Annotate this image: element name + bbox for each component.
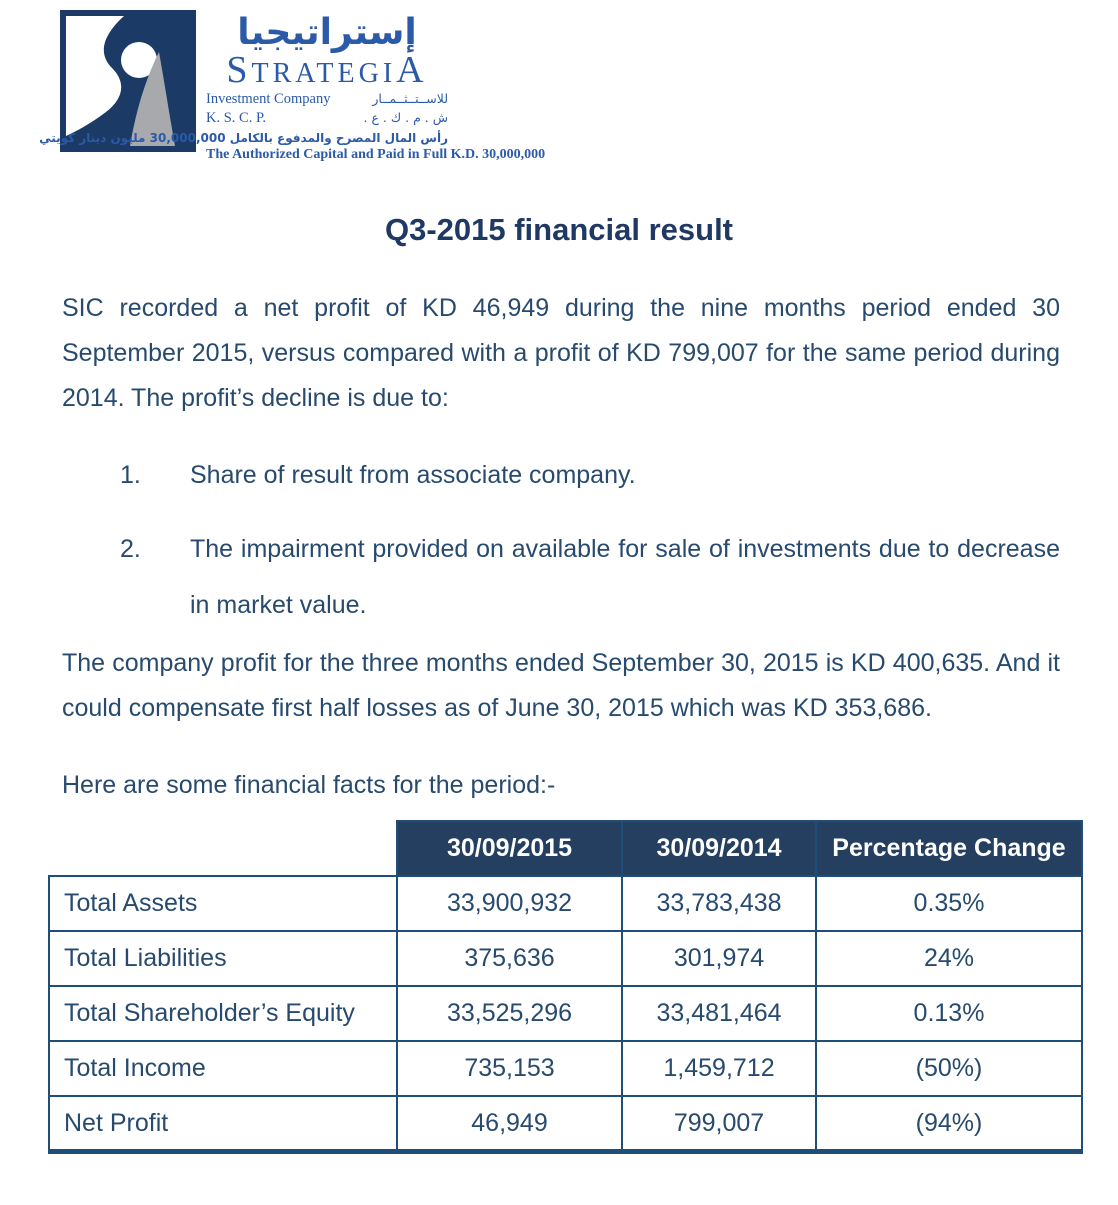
table-row: Total Liabilities 375,636 301,974 24% <box>48 930 1083 988</box>
logo-latin-wordmark: STRATEGIA <box>206 51 448 89</box>
company-logo: إستراتيجيا STRATEGIA Investment Company … <box>0 0 1118 163</box>
table-header-percentage-change: Percentage Change <box>815 820 1083 878</box>
wordmark-last-letter: A <box>396 49 428 92</box>
value-2015: 375,636 <box>396 930 623 988</box>
row-label: Total Shareholder’s Equity <box>48 985 398 1043</box>
paragraph-facts-intro: Here are some financial facts for the pe… <box>62 771 556 800</box>
value-2015: 735,153 <box>396 1040 623 1098</box>
value-change: 0.13% <box>815 985 1083 1043</box>
kscp-arabic: ش . م . ك . ع . <box>363 110 448 126</box>
strategia-logo-icon <box>60 10 196 152</box>
table-row: Net Profit 46,949 799,007 (94%) <box>48 1095 1083 1153</box>
value-2014: 33,783,438 <box>621 875 817 933</box>
logo-text-block: إستراتيجيا STRATEGIA Investment Company … <box>39 10 546 163</box>
value-2014: 33,481,464 <box>621 985 817 1043</box>
table-header-empty <box>49 821 397 877</box>
value-2015: 33,900,932 <box>396 875 623 933</box>
table-row: Total Assets 33,900,932 33,783,438 0.35% <box>48 875 1083 933</box>
value-2015: 46,949 <box>396 1095 623 1153</box>
list-item: 2. The impairment provided on available … <box>120 521 1060 633</box>
value-change: 0.35% <box>815 875 1083 933</box>
wordmark-first-letter: S <box>226 49 252 92</box>
value-2014: 1,459,712 <box>621 1040 817 1098</box>
table-header-2015: 30/09/2015 <box>396 820 623 878</box>
value-2014: 301,974 <box>621 930 817 988</box>
row-label: Net Profit <box>48 1095 398 1153</box>
list-item-text: The impairment provided on available for… <box>190 535 1060 620</box>
investment-company-arabic: للاســتــثــمــار <box>372 91 448 107</box>
value-2014: 799,007 <box>621 1095 817 1153</box>
value-change: (50%) <box>815 1040 1083 1098</box>
kscp-label: K. S. C. P. <box>206 110 267 127</box>
logo-line-investment-company: Investment Company للاســتــثــمــار <box>206 90 448 108</box>
paragraph-intro: SIC recorded a net profit of KD 46,949 d… <box>62 294 1060 413</box>
financial-facts-table: 30/09/2015 30/09/2014 Percentage Change … <box>48 820 1083 1154</box>
logo-arabic-wordmark: إستراتيجيا <box>237 12 417 53</box>
reasons-list: 1. Share of result from associate compan… <box>120 453 1060 633</box>
value-2015: 33,525,296 <box>396 985 623 1043</box>
value-change: 24% <box>815 930 1083 988</box>
row-label: Total Liabilities <box>48 930 398 988</box>
value-change: (94%) <box>815 1095 1083 1153</box>
wordmark-mid-letters: TRATEGI <box>251 58 397 90</box>
list-item-number: 2. <box>120 535 141 564</box>
list-item: 1. Share of result from associate compan… <box>120 453 1060 498</box>
investment-company-label: Investment Company <box>206 91 331 108</box>
capital-statement-arabic: رأس المال المصرح والمدفوع بالكامل 30,000… <box>39 131 448 146</box>
capital-statement-english: The Authorized Capital and Paid in Full … <box>206 147 546 163</box>
logo-line-kscp: K. S. C. P. ش . م . ك . ع . <box>206 109 448 127</box>
table-header-2014: 30/09/2014 <box>621 820 817 878</box>
list-item-number: 1. <box>120 461 141 490</box>
page-title: Q3-2015 financial result <box>384 212 734 248</box>
table-row: Total Income 735,153 1,459,712 (50%) <box>48 1040 1083 1098</box>
row-label: Total Income <box>48 1040 398 1098</box>
paragraph-quarter-profit: The company profit for the three months … <box>62 649 1060 723</box>
table-row: Total Shareholder’s Equity 33,525,296 33… <box>48 985 1083 1043</box>
list-item-text: Share of result from associate company. <box>190 461 636 490</box>
table-header-row: 30/09/2015 30/09/2014 Percentage Change <box>49 820 1083 878</box>
row-label: Total Assets <box>48 875 398 933</box>
